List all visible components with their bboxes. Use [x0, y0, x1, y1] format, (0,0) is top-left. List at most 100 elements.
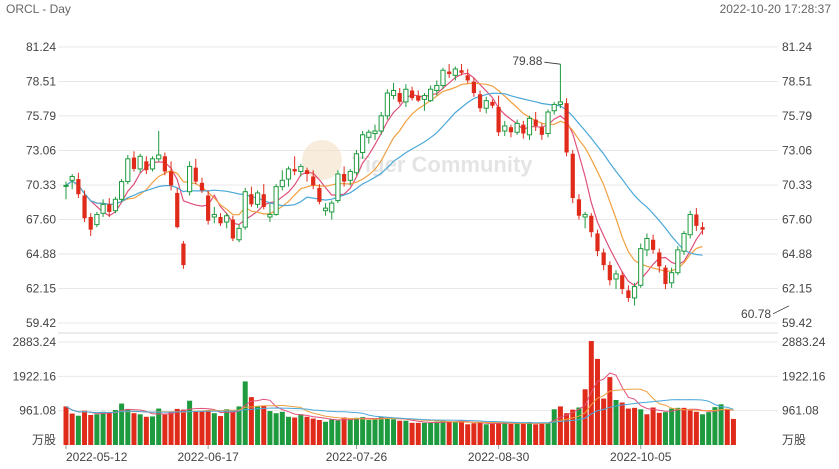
- candle: [149, 156, 156, 172]
- volume-bar: [211, 413, 217, 445]
- price-tick-right: 62.15: [782, 281, 812, 295]
- volume-bar: [594, 358, 600, 445]
- price-tick-right: 67.60: [782, 213, 812, 227]
- candle-body: [403, 88, 409, 103]
- volume-bar: [310, 418, 316, 445]
- volume-bar: [88, 414, 94, 445]
- candle-body: [700, 227, 705, 230]
- volume-bar: [687, 410, 693, 445]
- candle-body: [526, 117, 533, 136]
- candle: [631, 282, 638, 306]
- candle-body: [582, 213, 588, 218]
- candle: [447, 63, 452, 78]
- annotation-leader: [772, 305, 790, 315]
- candle: [311, 170, 316, 190]
- candle: [459, 63, 464, 76]
- candle: [175, 187, 180, 229]
- candle-body: [249, 194, 254, 205]
- candle: [181, 241, 186, 269]
- candle: [551, 101, 557, 115]
- volume-bar: [434, 421, 440, 445]
- volume-bar: [100, 411, 106, 445]
- candle: [582, 211, 588, 229]
- candle: [193, 158, 198, 185]
- candle-body: [378, 115, 384, 132]
- volume-bar: [384, 417, 390, 445]
- candle: [687, 210, 693, 239]
- candle-body: [360, 134, 366, 153]
- volume-unit-right: 万股: [782, 433, 806, 447]
- candle-body: [199, 182, 205, 191]
- candle-body: [620, 275, 625, 290]
- volume-bar: [187, 400, 193, 445]
- candle-body: [372, 130, 378, 135]
- volume-bar: [619, 402, 625, 445]
- candle: [144, 156, 149, 174]
- candle-body: [651, 239, 656, 250]
- candle: [112, 196, 119, 214]
- candle-body: [100, 203, 106, 214]
- date-label: 2022-07-26: [326, 450, 388, 464]
- volume-bar: [180, 409, 186, 445]
- candle: [601, 248, 606, 271]
- watermark-logo-icon: [302, 140, 342, 180]
- price-annotations: 79.88 60.78: [512, 54, 790, 321]
- candle-body: [273, 186, 279, 215]
- volume-bar: [489, 423, 495, 445]
- candle-body: [206, 195, 211, 221]
- price-tick-left: 59.42: [26, 316, 56, 330]
- candle: [508, 124, 514, 138]
- volume-bar: [520, 422, 526, 445]
- candle: [347, 168, 353, 186]
- volume-tick-right: 961.08: [782, 404, 819, 418]
- candle: [236, 224, 242, 243]
- candle-body: [322, 207, 329, 212]
- candle-body: [82, 195, 87, 219]
- candle: [254, 190, 261, 209]
- volume-bar: [143, 416, 149, 445]
- period-label: Day: [49, 2, 71, 16]
- volume-tick-right: 2883.24: [782, 335, 826, 349]
- volume-bar: [446, 421, 452, 445]
- volume-tick-left: 1922.16: [13, 369, 57, 383]
- volume-bar: [440, 420, 446, 445]
- volume-bar: [248, 397, 254, 445]
- price-tick-left: 73.06: [26, 143, 56, 157]
- candle: [372, 124, 378, 140]
- volume-bar: [471, 423, 477, 445]
- candle-body: [292, 168, 297, 172]
- date-label: 2022-05-12: [66, 450, 128, 464]
- candle: [521, 120, 526, 139]
- candle-body: [193, 167, 198, 182]
- volume-bar: [372, 418, 378, 445]
- volume-bar: [323, 421, 329, 445]
- candle: [298, 163, 304, 177]
- volume-bar: [353, 417, 359, 445]
- volume-bar: [267, 411, 273, 445]
- volume-bar: [242, 381, 248, 445]
- candle-body: [390, 90, 397, 97]
- volume-bar: [335, 420, 341, 445]
- price-tick-left: 64.88: [26, 247, 56, 261]
- candle-body: [669, 272, 675, 284]
- volume-bar: [613, 399, 619, 445]
- candle: [403, 84, 409, 107]
- volume-tick-left: 961.08: [19, 404, 56, 418]
- volume-bar: [162, 414, 168, 445]
- volume-bar: [236, 406, 242, 445]
- volume-bar: [465, 424, 471, 445]
- candle: [131, 151, 137, 172]
- candle-body: [175, 192, 180, 228]
- candle: [557, 63, 563, 109]
- candle: [452, 66, 458, 81]
- candle-body: [675, 249, 681, 274]
- date-label: 2022-10-05: [610, 450, 672, 464]
- candle: [366, 129, 372, 144]
- candle-body: [279, 179, 285, 188]
- volume-bar: [527, 422, 532, 445]
- candle-body: [638, 248, 644, 286]
- candle: [156, 130, 162, 162]
- candle-body: [409, 90, 415, 99]
- candle: [613, 270, 619, 290]
- volume-bar: [409, 422, 415, 445]
